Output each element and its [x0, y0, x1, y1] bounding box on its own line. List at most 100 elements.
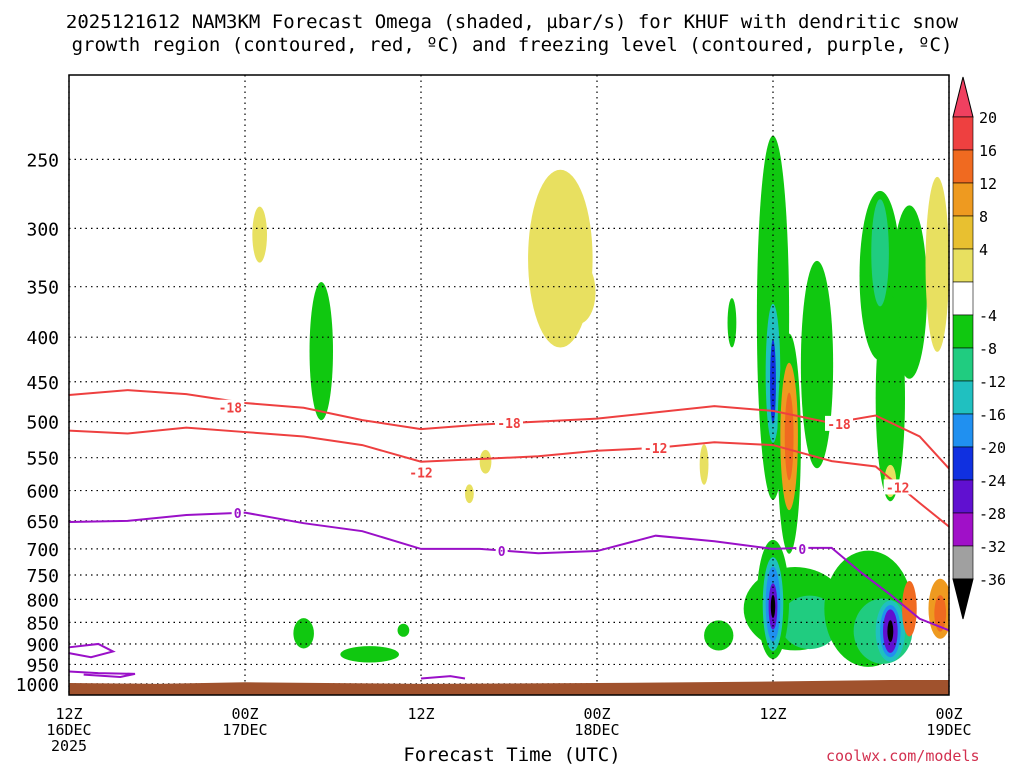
omega-region — [397, 623, 410, 637]
x-tick-label: 00Z — [231, 705, 258, 723]
omega-region — [699, 444, 709, 485]
colorbar-top-arrow — [952, 76, 974, 118]
freezing-level-contour — [420, 675, 466, 680]
omega-region — [887, 620, 894, 643]
credit-link[interactable]: coolwx.com/models — [826, 747, 980, 765]
omega-region — [784, 392, 794, 481]
colorbar-label: -28 — [979, 505, 1006, 523]
x-tick-label: 17DEC — [222, 721, 267, 739]
y-tick-label: 700 — [26, 540, 59, 561]
colorbar-label: 8 — [979, 208, 988, 226]
colorbar-label: -32 — [979, 538, 1006, 556]
colorbar-label: -4 — [979, 307, 997, 325]
dgz-contour-label: -18 — [219, 402, 243, 417]
x-tick-label: 2025 — [51, 737, 87, 755]
colorbar-label: -8 — [979, 340, 997, 358]
dgz-contour-label-bg — [216, 399, 245, 415]
y-tick-label: 650 — [26, 512, 59, 533]
x-tick-label: 12Z — [55, 705, 82, 723]
colorbar-label: 16 — [979, 142, 997, 160]
freezing-level-contour-label-bg — [796, 540, 809, 556]
colorbar-box — [952, 314, 974, 349]
colorbar-box — [952, 446, 974, 481]
dgz-contour-label-bg — [495, 415, 523, 431]
y-tick-label: 850 — [26, 613, 59, 634]
omega-region — [560, 260, 596, 325]
omega-region — [479, 449, 492, 474]
chart-title-line1: 2025121612 NAM3KM Forecast Omega (shaded… — [65, 11, 959, 33]
colorbar-box — [952, 413, 974, 448]
y-tick-label: 800 — [26, 590, 59, 611]
colorbar-label: 4 — [979, 241, 988, 259]
x-tick-label: 19DEC — [926, 721, 971, 739]
colorbar-label: -20 — [979, 439, 1006, 457]
omega-region — [252, 206, 267, 263]
terrain-fill — [69, 680, 949, 695]
colorbar-box — [952, 380, 974, 415]
colorbar-box — [952, 281, 974, 316]
freezing-level-contour — [68, 642, 116, 659]
dgz-contour-label-bg — [55, 0, 83, 15]
dgz-contour-label-bg — [883, 479, 912, 495]
omega-region — [309, 282, 333, 421]
colorbar-box — [952, 116, 974, 151]
dgz-contour-label: -18 — [497, 417, 521, 432]
colorbar-box — [952, 347, 974, 382]
freezing-level-contour — [68, 511, 950, 632]
dgz-contour-label: -12 — [409, 467, 432, 482]
omega-region — [704, 620, 734, 651]
y-tick-label: 750 — [26, 566, 59, 587]
colorbar-label: -36 — [979, 571, 1006, 589]
freezing-level-contour-label-bg — [495, 543, 508, 559]
x-axis-label: Forecast Time (UTC) — [403, 744, 621, 766]
y-tick-label: 550 — [26, 449, 59, 470]
x-tick-label: 16DEC — [46, 721, 91, 739]
x-tick-label: 12Z — [407, 705, 434, 723]
y-tick-label: 400 — [26, 328, 59, 349]
colorbar-label: -12 — [979, 373, 1006, 391]
y-tick-label: 950 — [26, 655, 59, 676]
y-tick-label: 600 — [26, 482, 59, 503]
omega-region — [727, 298, 737, 348]
chart-title-line2: growth region (contoured, red, ºC) and f… — [71, 34, 953, 56]
dgz-contour-label-bg — [641, 439, 670, 455]
colorbar-box — [952, 149, 974, 184]
y-tick-label: 1000 — [16, 675, 59, 696]
omega-region — [934, 595, 947, 632]
y-tick-label: 500 — [26, 413, 59, 434]
x-tick-label: 12Z — [759, 705, 786, 723]
omega-region — [780, 595, 840, 650]
freezing-level-contour-label: 0 — [234, 507, 242, 522]
colorbar-label: -16 — [979, 406, 1006, 424]
y-tick-label: 250 — [26, 150, 59, 171]
freezing-level-contour-label: 0 — [498, 545, 506, 560]
dgz-contour-label: -18 — [827, 418, 851, 433]
freezing-level-contour-label-bg — [231, 505, 244, 521]
x-tick-label: 00Z — [935, 705, 962, 723]
omega-region — [800, 260, 834, 469]
colorbar-box — [952, 545, 974, 580]
dgz-contour-label: -12 — [644, 442, 667, 457]
dgz-contour-label: -12 — [57, 0, 80, 4]
dgz-contour-label: -12 — [886, 481, 909, 496]
colorbar-box — [952, 182, 974, 217]
omega-region — [340, 646, 399, 663]
y-tick-label: 350 — [26, 278, 59, 299]
omega-region — [465, 484, 474, 504]
freezing-level-contour — [68, 670, 136, 678]
colorbar-box — [952, 248, 974, 283]
omega-region — [902, 581, 917, 637]
omega-region — [871, 199, 889, 307]
colorbar-box — [952, 479, 974, 514]
omega-region — [293, 618, 314, 649]
freezing-level-contour-label: 0 — [798, 543, 806, 558]
x-tick-label: 18DEC — [574, 721, 619, 739]
x-tick-label: 00Z — [583, 705, 610, 723]
colorbar-label: 20 — [979, 109, 997, 127]
colorbar-box — [952, 215, 974, 250]
y-tick-label: 300 — [26, 219, 59, 240]
colorbar-label: -24 — [979, 472, 1006, 490]
dgz-contour — [68, 426, 950, 528]
y-tick-label: 900 — [26, 635, 59, 656]
